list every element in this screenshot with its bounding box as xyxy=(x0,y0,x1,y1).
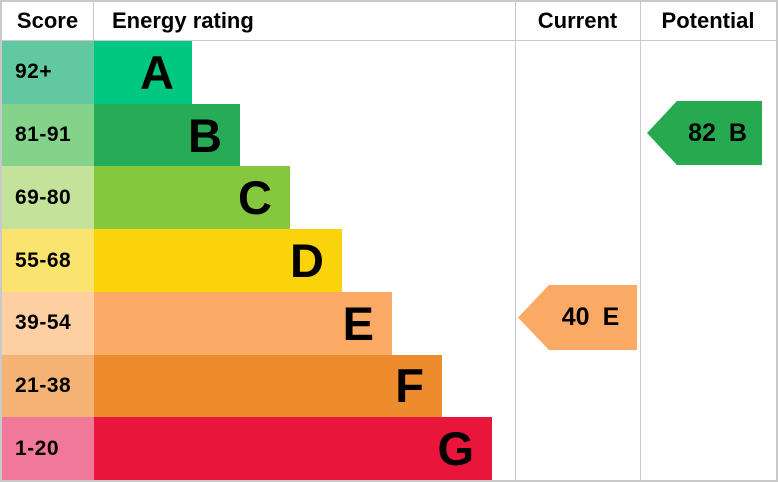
band-row-d: 55-68 D xyxy=(2,229,776,292)
potential-column-header: Potential xyxy=(661,8,755,33)
band-d-score-range: 55-68 xyxy=(2,229,94,292)
band-a-score-range: 92+ xyxy=(2,41,94,104)
band-b-bar: B xyxy=(94,103,240,167)
score-column-header: Score xyxy=(2,2,94,40)
band-f-score-range: 21-38 xyxy=(2,354,94,418)
band-rows: 92+ A 81-91 B 69-80 C 55-68 D 39-54 xyxy=(2,41,776,480)
band-row-f: 21-38 F xyxy=(2,354,776,418)
band-g-bar: G xyxy=(94,417,492,480)
band-f-letter: F xyxy=(395,359,424,413)
band-e-score-range: 39-54 xyxy=(2,291,94,355)
current-column-divider xyxy=(515,2,516,480)
current-rating-score: 40 xyxy=(561,303,590,331)
band-c-letter: C xyxy=(238,171,272,225)
band-f-bar: F xyxy=(94,354,442,418)
band-row-c: 69-80 C xyxy=(2,166,776,230)
energy-rating-column-header: Energy rating xyxy=(112,8,254,33)
chart-header-row: Score Energy rating Current Potential xyxy=(2,2,776,41)
band-e-bar: E xyxy=(94,291,392,355)
band-c-bar: C xyxy=(94,166,290,230)
band-row-a: 92+ A xyxy=(2,41,776,104)
potential-rating-score: 82 xyxy=(688,118,716,147)
band-g-letter: G xyxy=(437,422,474,476)
band-a-letter: A xyxy=(140,45,174,99)
band-c-score-range: 69-80 xyxy=(2,166,94,230)
band-d-bar: D xyxy=(94,229,342,292)
band-b-score-range: 81-91 xyxy=(2,103,94,167)
band-row-g: 1-20 G xyxy=(2,417,776,480)
potential-rating-arrow: 82 B xyxy=(647,101,762,165)
band-a-bar: A xyxy=(94,41,192,104)
band-e-letter: E xyxy=(342,296,374,350)
potential-rating-letter: B xyxy=(728,118,747,147)
potential-column-divider xyxy=(640,2,641,480)
band-row-e: 39-54 E xyxy=(2,291,776,355)
current-rating-letter: E xyxy=(602,303,620,331)
band-b-letter: B xyxy=(188,108,222,162)
band-d-letter: D xyxy=(290,234,324,288)
current-rating-arrow: 40 E xyxy=(518,285,637,350)
band-g-score-range: 1-20 xyxy=(2,417,94,480)
band-row-b: 81-91 B xyxy=(2,103,776,167)
current-column-header: Current xyxy=(537,8,618,33)
